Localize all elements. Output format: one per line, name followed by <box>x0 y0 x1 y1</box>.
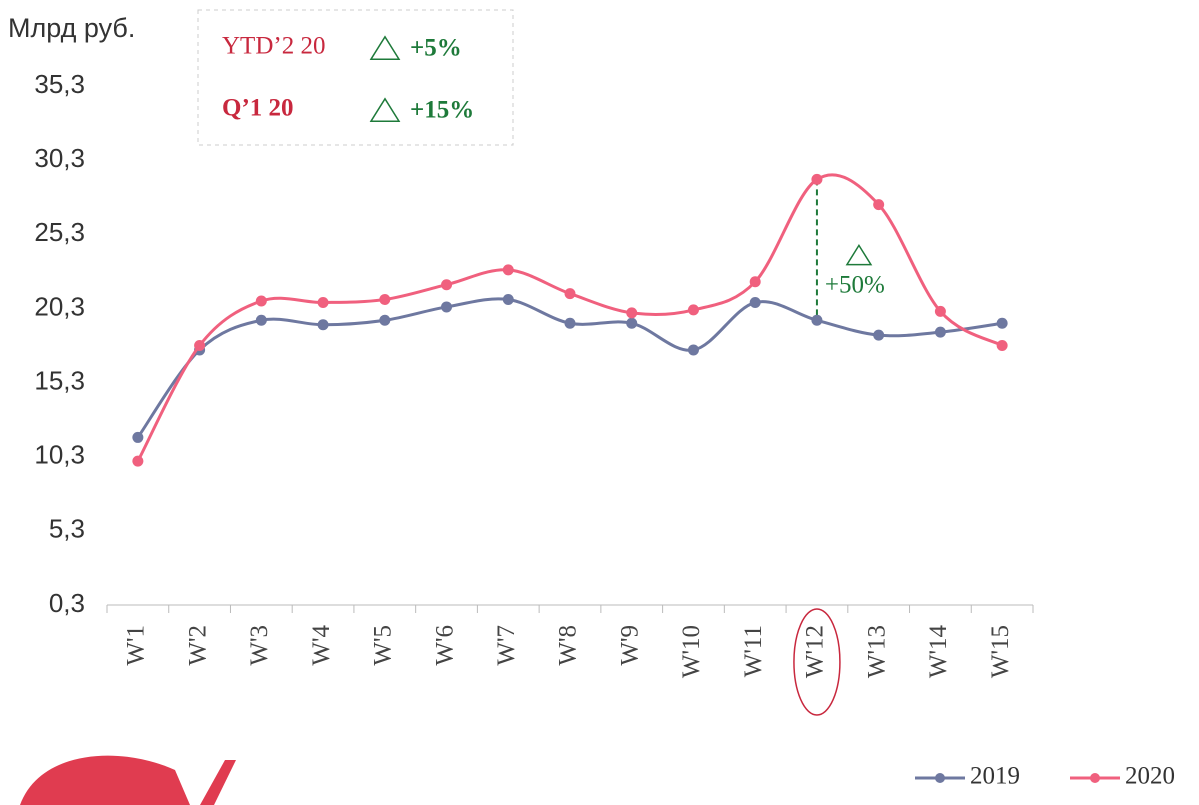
x-tick-label: W'6 <box>431 625 458 666</box>
summary-label: YTD’2 20 <box>222 33 325 60</box>
point-marker <box>255 295 267 307</box>
legend-marker <box>1090 773 1100 783</box>
x-tick-label: W'11 <box>740 625 767 677</box>
delta-triangle <box>845 243 873 266</box>
point-marker <box>687 344 699 356</box>
point-marker <box>317 319 329 331</box>
x-tick-label: W'12 <box>802 625 829 678</box>
summary-box <box>197 9 514 146</box>
point-marker <box>626 317 638 329</box>
highlight-circle <box>793 608 841 716</box>
y-tick-label: 15,3 <box>34 365 85 395</box>
point-marker <box>996 317 1008 329</box>
y-tick-label: 20,3 <box>34 291 85 321</box>
logo <box>200 760 236 805</box>
point-marker <box>749 296 761 308</box>
point-marker <box>379 294 391 306</box>
x-tick-label: W'7 <box>493 625 520 666</box>
delta-triangle <box>369 35 401 60</box>
point-marker <box>626 307 638 319</box>
x-tick-label: W'13 <box>863 625 890 678</box>
point-marker <box>873 329 885 341</box>
legend-label: 2020 <box>1125 763 1175 790</box>
point-marker <box>934 305 946 317</box>
point-marker <box>379 314 391 326</box>
y-tick-label: 10,3 <box>34 440 85 470</box>
logo <box>20 755 190 805</box>
point-marker <box>317 296 329 308</box>
x-tick-label: W'14 <box>925 625 952 679</box>
point-marker <box>873 199 885 211</box>
y-tick-label: 0,3 <box>49 588 85 618</box>
x-tick-label: W'5 <box>370 625 397 666</box>
x-tick-label: W'8 <box>555 625 582 666</box>
delta-triangle <box>369 97 401 122</box>
point-marker <box>441 301 453 313</box>
point-marker <box>132 455 144 467</box>
point-marker <box>564 288 576 300</box>
x-tick-label: W'1 <box>123 625 150 666</box>
x-tick-label: W'4 <box>308 625 335 666</box>
annotation-label: +50% <box>825 272 885 299</box>
y-tick-label: 5,3 <box>49 514 85 544</box>
legend-marker <box>935 773 945 783</box>
point-marker <box>749 276 761 288</box>
point-marker <box>502 264 514 276</box>
point-marker <box>996 340 1008 351</box>
summary-change: +5% <box>410 35 462 62</box>
legend-label: 2019 <box>970 763 1020 790</box>
y-tick-label: 35,3 <box>34 69 85 99</box>
summary-change: +15% <box>410 97 474 124</box>
summary-label: Q’1 20 <box>222 95 294 122</box>
y-tick-label: 25,3 <box>34 217 85 247</box>
y-tick-label: 30,3 <box>34 143 85 173</box>
x-tick-label: W'3 <box>246 625 273 666</box>
x-tick-label: W'9 <box>616 625 643 666</box>
point-marker <box>564 317 576 329</box>
point-marker <box>687 304 699 316</box>
point-marker <box>811 173 823 185</box>
point-marker <box>255 314 267 326</box>
point-marker <box>502 294 514 306</box>
point-marker <box>811 314 823 326</box>
point-marker <box>934 326 946 338</box>
x-tick-label: W'10 <box>678 625 705 678</box>
point-marker <box>441 279 453 291</box>
x-tick-label: W'15 <box>987 625 1014 678</box>
unit-label: Млрд руб. <box>8 13 135 43</box>
x-tick-label: W'2 <box>184 625 211 666</box>
point-marker <box>194 340 206 351</box>
point-marker <box>132 431 144 443</box>
